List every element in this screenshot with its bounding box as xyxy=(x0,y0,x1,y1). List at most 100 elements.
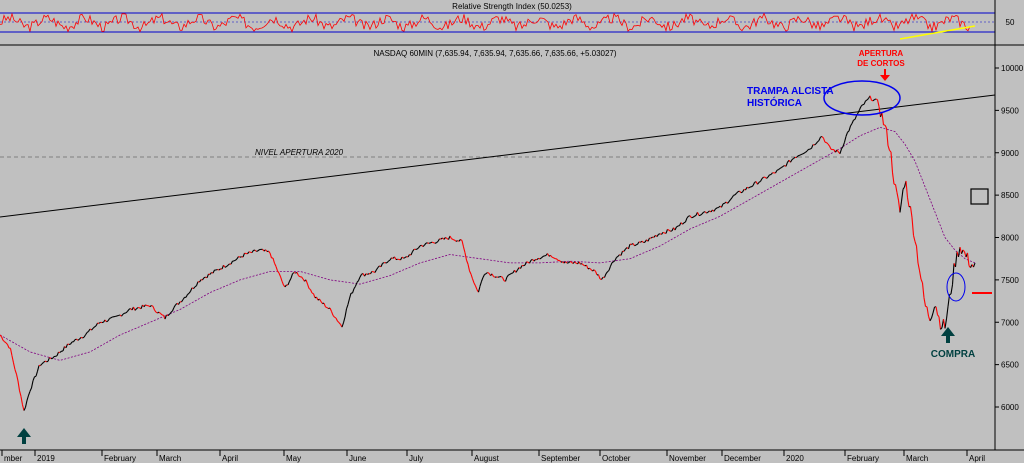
price-segment xyxy=(905,180,909,198)
price-segment xyxy=(667,228,670,231)
price-segment xyxy=(779,167,782,169)
price-segment xyxy=(536,257,539,260)
price-segment xyxy=(887,145,891,151)
price-segment xyxy=(185,294,188,298)
price-segment xyxy=(455,240,458,242)
price-segment xyxy=(160,313,163,316)
price-segment xyxy=(236,256,239,260)
price-segment xyxy=(17,380,21,391)
price-segment xyxy=(500,275,503,278)
price-segment xyxy=(614,257,617,261)
price-segment xyxy=(734,192,737,196)
price-segment xyxy=(562,261,565,264)
price-segment xyxy=(909,206,913,218)
price-segment xyxy=(748,186,751,189)
price-segment xyxy=(842,142,846,147)
price-segment xyxy=(416,247,419,250)
price-segment xyxy=(70,341,73,345)
price-segment xyxy=(461,240,465,247)
price-segment xyxy=(605,271,608,275)
price-segment xyxy=(524,261,528,266)
price-segment xyxy=(827,143,830,147)
price-segment xyxy=(640,240,643,243)
price-segment xyxy=(775,169,778,174)
price-segment xyxy=(541,256,544,259)
price-segment xyxy=(806,149,809,152)
price-segment xyxy=(623,248,626,252)
price-segment xyxy=(809,147,812,150)
price-segment xyxy=(79,337,82,340)
price-segment xyxy=(374,269,377,273)
x-tick-label: November xyxy=(669,454,706,463)
price-segment xyxy=(616,255,619,258)
price-segment xyxy=(474,285,478,290)
price-segment xyxy=(386,260,389,264)
rsi-axis-label: 50 xyxy=(1006,18,1015,27)
price-segment xyxy=(76,338,79,341)
price-segment xyxy=(899,201,903,213)
x-tick-label: December xyxy=(724,454,761,463)
x-tick-label: February xyxy=(847,454,879,463)
price-segment xyxy=(21,404,25,411)
price-segment xyxy=(718,205,721,208)
price-segment xyxy=(631,243,634,245)
x-tick-label: February xyxy=(104,454,136,463)
price-segment xyxy=(515,269,518,273)
price-segment xyxy=(766,176,769,179)
price-segment xyxy=(178,301,181,305)
price-segment xyxy=(347,298,351,305)
price-segment xyxy=(529,260,532,264)
price-segment xyxy=(380,263,384,267)
compra-label: COMPRA xyxy=(931,349,975,360)
price-segment xyxy=(91,328,94,331)
price-segment xyxy=(338,322,341,325)
price-segment xyxy=(894,184,898,193)
price-segment xyxy=(851,119,855,124)
x-tick-label: June xyxy=(349,454,367,463)
apertura-label-line1: APERTURA xyxy=(859,49,904,58)
price-segment xyxy=(292,272,295,275)
price-segment xyxy=(727,201,730,204)
price-segment xyxy=(469,270,472,275)
price-segment xyxy=(449,235,452,239)
price-segment xyxy=(154,309,157,313)
price-segment xyxy=(703,211,706,213)
price-segment xyxy=(592,269,595,272)
price-segment xyxy=(278,272,282,277)
nivel-apertura-label: NIVEL APERTURA 2020 xyxy=(255,148,344,157)
price-segment xyxy=(665,229,669,234)
price-segment xyxy=(471,278,475,284)
price-segment xyxy=(601,276,604,280)
price-segment xyxy=(308,287,311,291)
price-segment xyxy=(309,289,313,294)
price-segment xyxy=(680,222,683,225)
x-tick-label: March xyxy=(906,454,928,463)
price-segment xyxy=(460,238,463,241)
price-segment xyxy=(122,312,125,315)
price-segment xyxy=(404,256,407,259)
price-segment xyxy=(742,189,745,193)
price-segment xyxy=(376,267,379,270)
price-segment xyxy=(389,257,392,261)
price-segment xyxy=(767,174,770,178)
price-segment xyxy=(944,318,948,329)
price-segment xyxy=(694,214,697,217)
price-segment xyxy=(662,231,665,234)
x-tick-label: 2019 xyxy=(37,454,55,463)
price-segment xyxy=(157,311,160,314)
price-segment xyxy=(477,286,481,293)
price-segment xyxy=(433,242,436,244)
price-segment xyxy=(960,249,964,254)
price-segment xyxy=(80,336,83,339)
price-segment xyxy=(373,271,376,273)
price-segment xyxy=(181,299,184,303)
price-segment xyxy=(810,144,814,149)
price-segment xyxy=(0,334,2,338)
price-segment xyxy=(451,238,454,240)
price-segment xyxy=(462,246,466,253)
price-segment xyxy=(171,307,175,312)
price-segment xyxy=(412,248,415,252)
price-segment xyxy=(585,264,589,270)
price-segment xyxy=(370,271,373,274)
price-segment xyxy=(700,213,703,216)
